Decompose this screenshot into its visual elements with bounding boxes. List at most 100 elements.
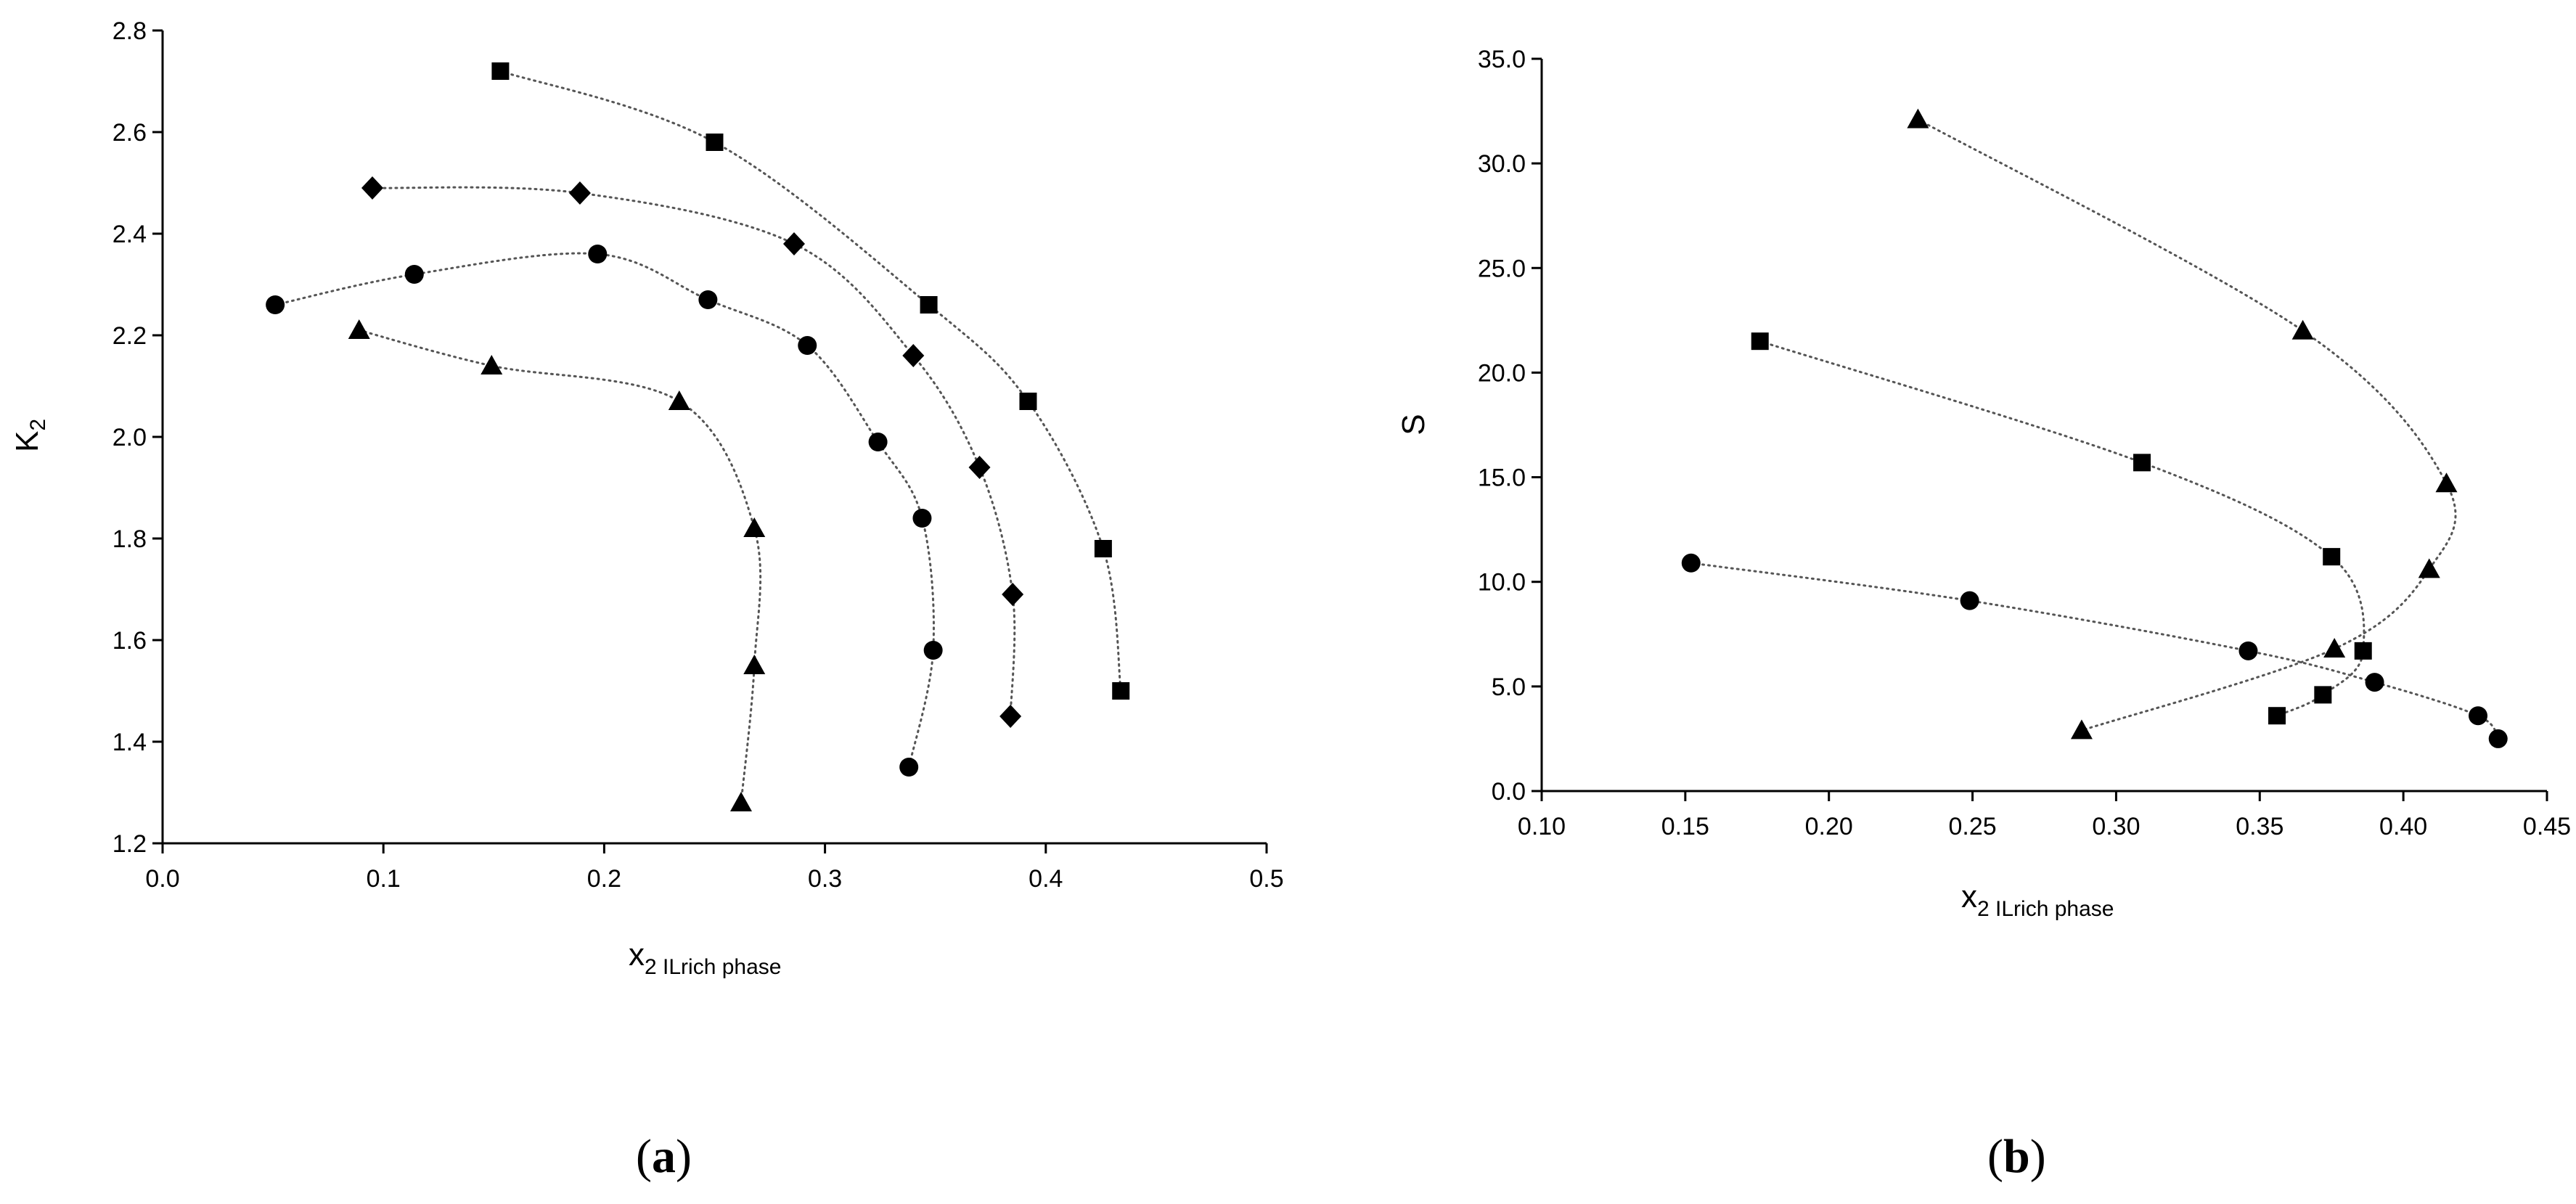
square-point	[2354, 642, 2372, 660]
series-line	[274, 252, 935, 769]
diamond-point	[968, 456, 991, 479]
chart-panel-a: 0.0 0.1 0.2 0.3 0.4 0.5 1.2 1.4 1.6 1.8 2.0 2.2 2.4 2…	[9, 17, 1284, 1183]
x-tick-label: 0.5	[1249, 865, 1283, 893]
y-tick-label: 30.0	[1478, 150, 1526, 178]
x-tick-label: 0.35	[2236, 813, 2283, 840]
x-tick-label: 0.25	[1948, 813, 1996, 840]
triangle-point	[2070, 719, 2093, 740]
y-tick-label: 0.0	[1492, 778, 1526, 806]
square-point	[2323, 548, 2341, 566]
diamond-point	[999, 705, 1022, 728]
diamond-point	[902, 344, 925, 367]
panel-label-letter: b	[2003, 1130, 2030, 1183]
y-tick-label: 1.4	[113, 729, 147, 756]
chart-panel-b: 0.10 0.15 0.20 0.25 0.30 0.35 0.40 0.45 0.0 5.0 10…	[1396, 46, 2571, 1183]
diamond-point	[783, 232, 806, 255]
y-tick-label: 2.6	[113, 119, 147, 147]
triangle-point	[730, 792, 753, 811]
x-axis-title-sub: 2 ILrich phase	[645, 955, 781, 979]
circle-point	[588, 245, 608, 263]
x-tick-label: 0.3	[808, 865, 842, 893]
x-tick-label: 0.10	[1518, 813, 1566, 840]
square-point	[1751, 332, 1769, 351]
y-tick-label: 20.0	[1478, 359, 1526, 387]
y-tick-label: 10.0	[1478, 569, 1526, 597]
y-axis-title-main: K	[9, 431, 45, 452]
series-line	[1690, 562, 2500, 740]
circle-point	[923, 641, 943, 660]
triangle-point	[743, 517, 766, 537]
series-line	[1916, 118, 2457, 732]
series-triangle	[1907, 108, 2458, 740]
triangle-point	[668, 390, 690, 410]
series-triangle	[348, 319, 766, 811]
y-tick-label: 25.0	[1478, 255, 1526, 282]
y-axis-title-sub: 2	[26, 419, 50, 431]
y-tick-label: 2.8	[113, 17, 147, 45]
y-tick-label: 1.8	[113, 525, 147, 553]
square-point	[1094, 540, 1112, 557]
x-axis-title-main: x	[629, 937, 645, 972]
x-axis-title: x2 ILrich phase	[629, 937, 781, 979]
circle-point	[1960, 591, 1979, 610]
circle-point	[2365, 673, 2384, 692]
x-tick-label: 0.40	[2379, 813, 2427, 840]
y-axis-title: K2	[9, 419, 50, 452]
x-axis-title: x2 ILrich phase	[1961, 879, 2114, 921]
series-line	[1759, 340, 2366, 717]
panel-label-open: (	[636, 1130, 652, 1183]
panel-label-close: )	[676, 1130, 692, 1183]
circle-point	[1681, 553, 1701, 573]
x-tick-label: 0.30	[2092, 813, 2140, 840]
y-tick-label: 1.6	[113, 627, 147, 655]
y-tick-label: 35.0	[1478, 46, 1526, 73]
panel-label: (a)	[636, 1130, 692, 1183]
square-point	[1112, 682, 1130, 700]
series-diamond	[361, 176, 1024, 728]
triangle-point	[1907, 108, 1929, 128]
circle-point	[2238, 641, 2258, 660]
series-square	[1751, 332, 2372, 725]
triangle-point	[481, 355, 503, 374]
x-tick-label: 0.45	[2523, 813, 2571, 840]
series-circle	[1681, 553, 2508, 748]
y-tick-label: 2.4	[113, 221, 147, 248]
series-line	[358, 329, 762, 804]
y-tick-label: 1.2	[113, 830, 147, 858]
square-point	[2133, 454, 2151, 472]
square-point	[706, 134, 724, 151]
panel-label-open: (	[1987, 1130, 2003, 1183]
diamond-point	[1002, 583, 1024, 606]
triangle-point	[2291, 319, 2314, 340]
circle-point	[698, 290, 718, 309]
circle-point	[266, 295, 285, 314]
x-tick-label: 0.20	[1805, 813, 1853, 840]
triangle-point	[2323, 637, 2346, 658]
square-point	[2314, 686, 2332, 704]
circle-point	[2488, 729, 2508, 748]
square-point	[2268, 707, 2286, 725]
square-point	[491, 62, 510, 80]
x-tick-label: 0.2	[587, 865, 621, 893]
y-tick-label: 15.0	[1478, 464, 1526, 492]
x-tick-label: 0.1	[367, 865, 401, 893]
circle-point	[2469, 706, 2488, 726]
y-axis-title: S	[1396, 414, 1431, 435]
x-axis-title-sub: 2 ILrich phase	[1977, 897, 2114, 921]
diamond-point	[568, 181, 591, 205]
series-square	[491, 62, 1130, 700]
triangle-point	[743, 655, 766, 674]
circle-point	[404, 265, 424, 284]
x-tick-label: 0.15	[1661, 813, 1709, 840]
y-tick-label: 5.0	[1492, 673, 1526, 701]
triangle-point	[2418, 558, 2440, 578]
circle-point	[899, 758, 919, 777]
panel-label-close: )	[2030, 1130, 2046, 1183]
square-point	[1019, 393, 1037, 410]
x-tick-label: 0.0	[145, 865, 179, 893]
x-tick-label: 0.4	[1029, 865, 1063, 893]
panel-label: (b)	[1987, 1130, 2046, 1183]
circle-point	[868, 433, 888, 451]
diamond-point	[361, 176, 383, 200]
